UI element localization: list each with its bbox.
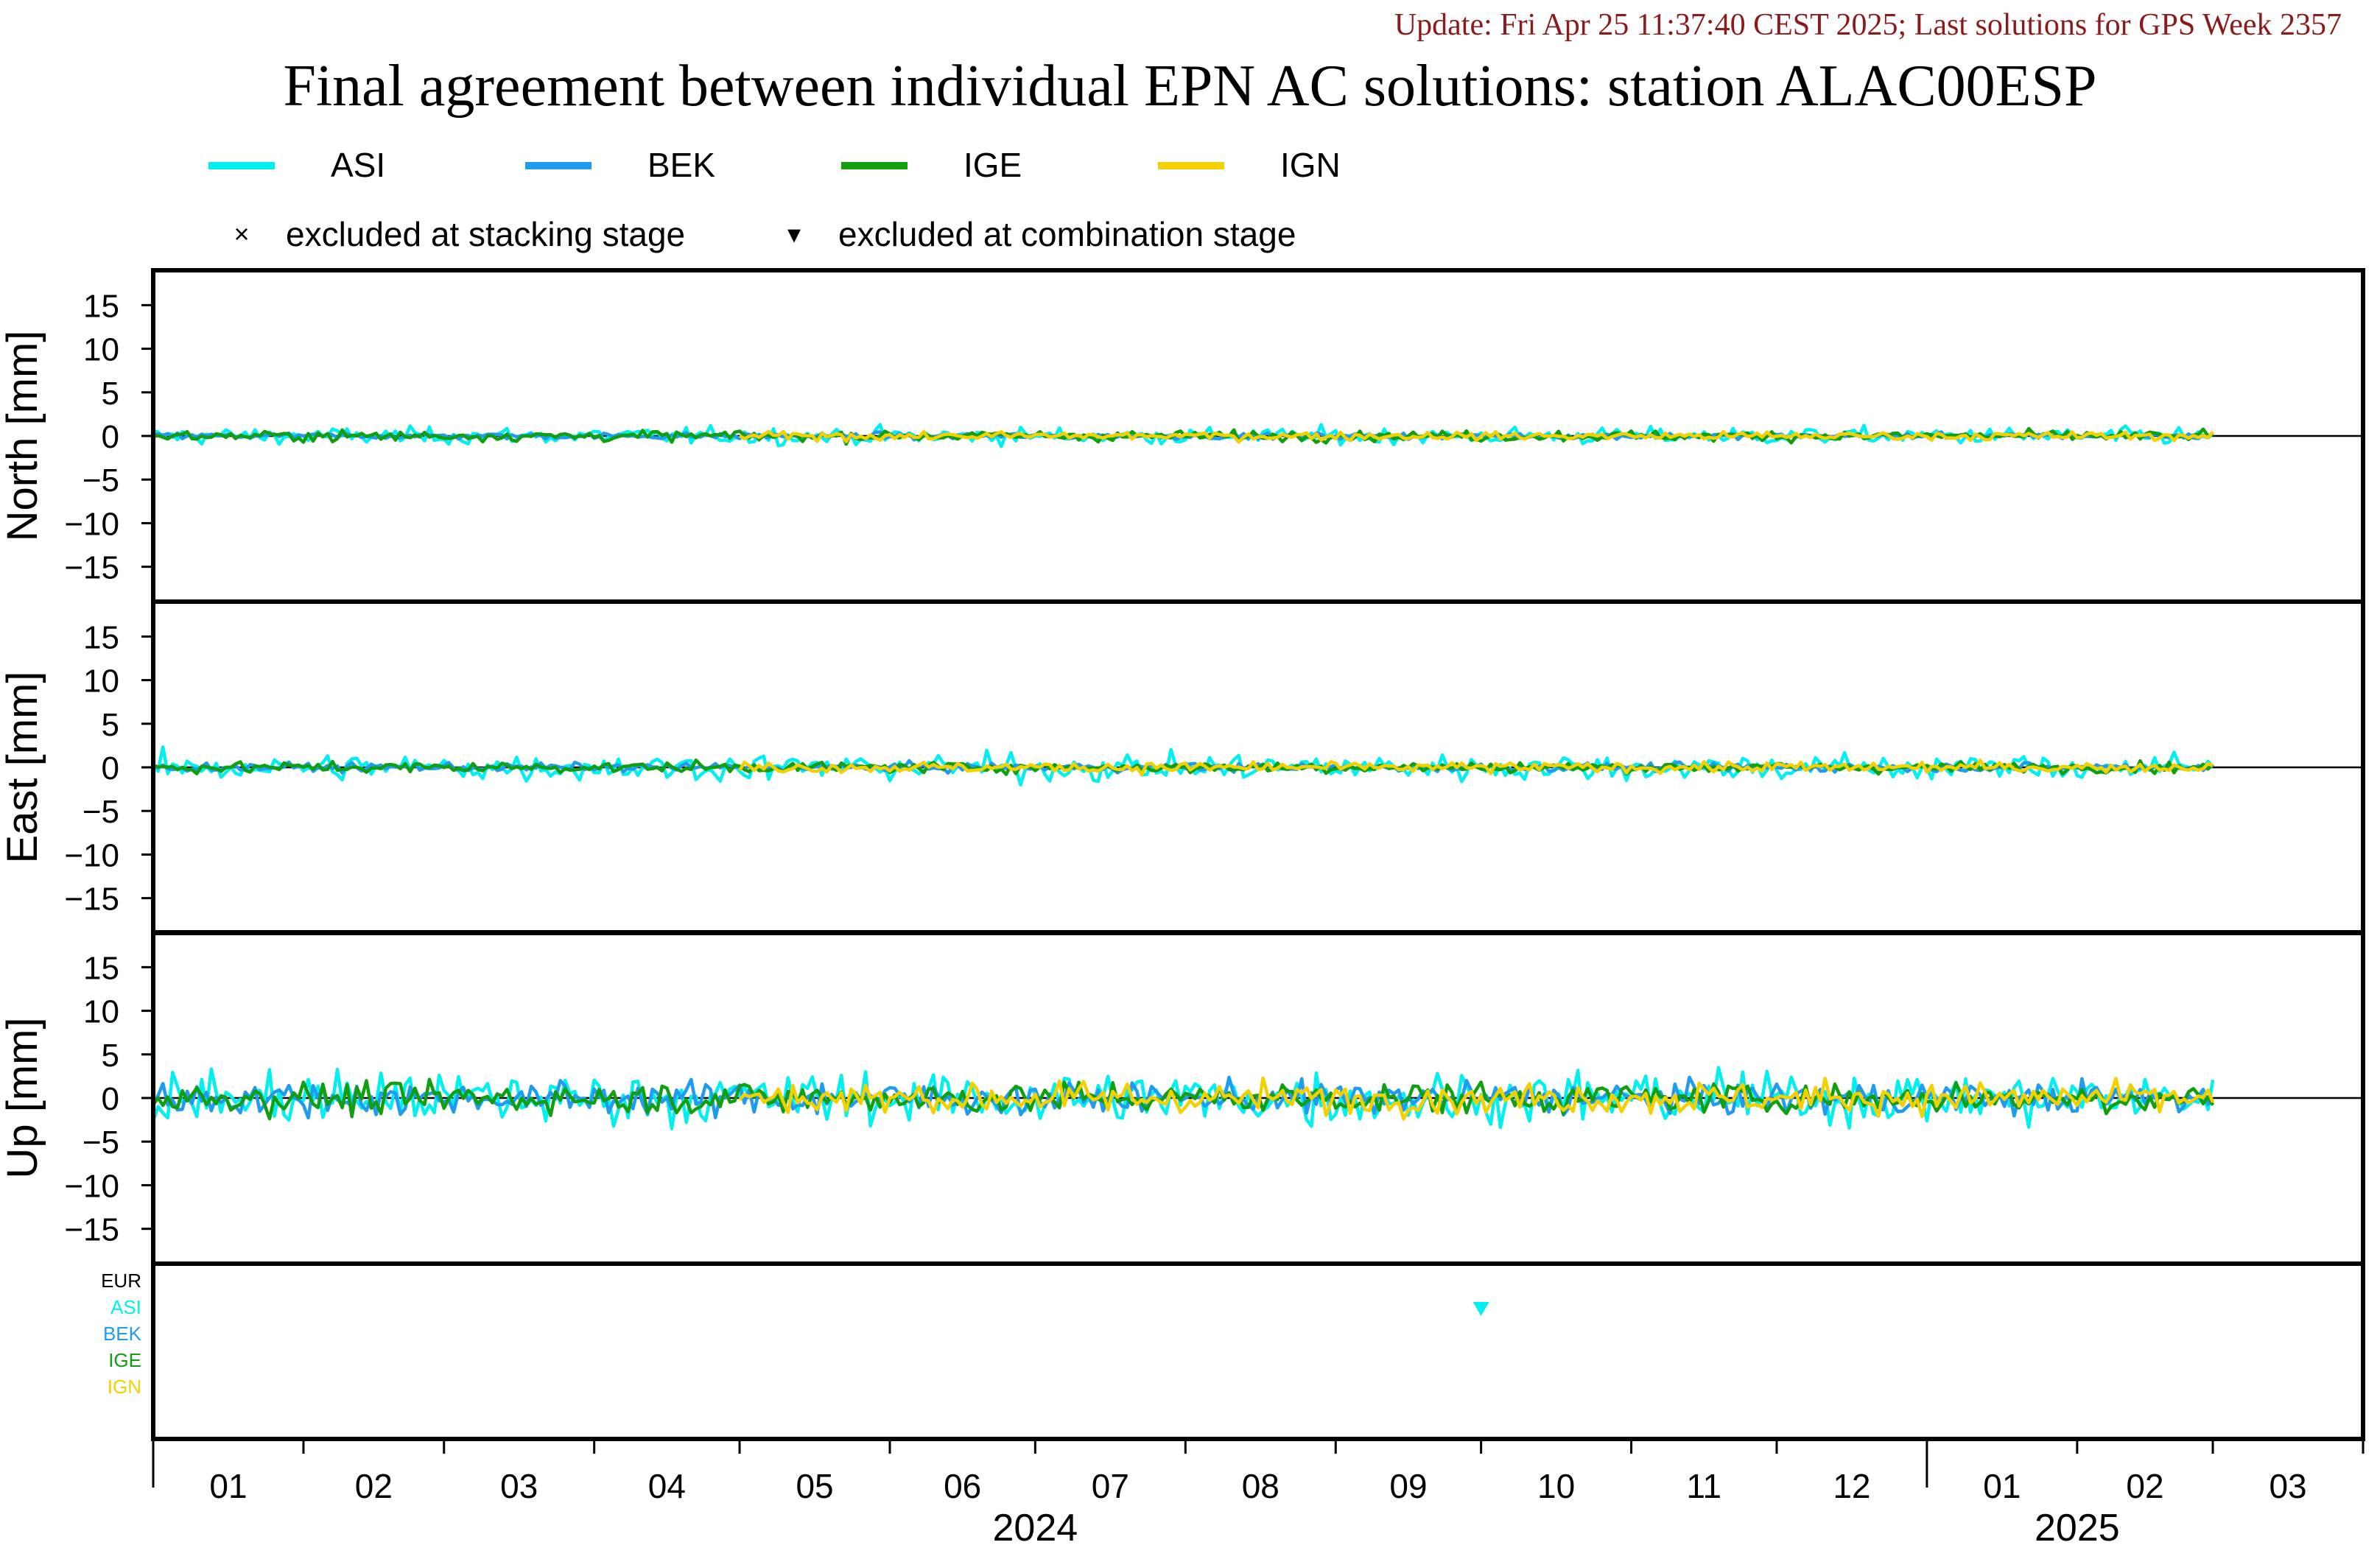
x-tick-label: 01: [209, 1467, 247, 1505]
legend-label-ign: IGN: [1280, 146, 1341, 184]
exclusion-frame: [151, 1261, 2365, 1441]
x-year-label: 2024: [993, 1507, 1078, 1545]
exclusion-marker-asi: [1472, 1302, 1489, 1316]
exclusion-row-label-eur: EUR: [101, 1270, 141, 1292]
x-tick-label: 02: [355, 1467, 393, 1505]
y-tick-label: 15: [83, 288, 119, 324]
exclusion-row-label-asi: ASI: [110, 1296, 141, 1318]
x-tick-label: 07: [1092, 1467, 1129, 1505]
chart-title: Final agreement between individual EPN A…: [283, 54, 2097, 119]
x-tick-label: 08: [1242, 1467, 1279, 1505]
series-line-bek: [153, 1075, 2214, 1120]
series-line-ign: [738, 1076, 2215, 1121]
x-axis: 0102030405060708091011120102030420242025: [152, 1437, 2365, 1545]
x-tick-label: 10: [1537, 1467, 1575, 1505]
y-tick-label: 5: [102, 1038, 119, 1074]
y-axis-label: Up [mm]: [0, 1017, 46, 1178]
series-line-ign: [738, 759, 2214, 777]
y-tick-label: 0: [102, 750, 119, 786]
x-tick-label: 02: [2126, 1467, 2163, 1505]
update-note: Update: Fri Apr 25 11:37:40 CEST 2025; L…: [1394, 8, 2342, 42]
y-tick-label: 5: [102, 376, 119, 412]
y-axis-label: East [mm]: [0, 671, 46, 863]
y-tick-label: −10: [64, 1168, 119, 1204]
y-tick-label: −5: [83, 794, 119, 830]
x-tick-label: 11: [1686, 1467, 1721, 1505]
series-line-ign: [738, 429, 2214, 444]
y-tick-label: 10: [83, 664, 119, 700]
legend-marker-symbol: ▾: [787, 219, 801, 249]
exclusion-row-label-ige: IGE: [108, 1349, 141, 1371]
x-year-label: 2025: [2035, 1507, 2120, 1545]
y-tick-label: −15: [64, 1212, 119, 1248]
legend: ASI BEK IGE IGN × excluded at stacking stage ▾…: [208, 146, 1341, 253]
x-tick-label: 04: [648, 1467, 686, 1505]
y-tick-label: 0: [102, 419, 119, 455]
x-tick-label: 03: [500, 1467, 538, 1505]
x-tick-label: 01: [1983, 1467, 2021, 1505]
panels: 15 10 5 0 −5 −10 −15 North [mm] 15 10 5 0 −5 −10 −15 Ea…: [0, 268, 2365, 1441]
x-tick-label: 12: [1833, 1467, 1870, 1505]
panel-east: 15 10 5 0 −5 −10 −15 East [mm]: [0, 599, 2365, 935]
exclusion-panel: EUR ASI BEK IGE IGN: [101, 1261, 2365, 1441]
y-tick-label: −10: [64, 506, 119, 542]
y-tick-label: −15: [64, 550, 119, 586]
legend-marker-symbol: ×: [234, 219, 249, 249]
y-axis-label: North [mm]: [0, 331, 46, 542]
y-tick-label: −15: [64, 881, 119, 918]
y-tick-label: 10: [83, 332, 119, 368]
y-tick-label: −5: [83, 1125, 119, 1161]
legend-marker-label: excluded at combination stage: [838, 215, 1296, 253]
series-line-ige: [153, 1077, 2215, 1121]
legend-label-bek: BEK: [647, 146, 715, 184]
legend-marker-label: excluded at stacking stage: [286, 215, 685, 253]
y-tick-label: 5: [102, 707, 119, 743]
exclusion-row-label-bek: BEK: [103, 1323, 142, 1345]
y-tick-label: −5: [83, 462, 119, 499]
x-tick-label: 05: [796, 1467, 833, 1505]
panel-north: 15 10 5 0 −5 −10 −15 North [mm]: [0, 268, 2365, 604]
exclusion-row-label-ign: IGN: [108, 1376, 141, 1398]
legend-label-ige: IGE: [963, 146, 1022, 184]
y-tick-label: 15: [83, 950, 119, 986]
y-tick-label: −10: [64, 837, 119, 873]
x-tick-label: 03: [2269, 1467, 2306, 1505]
legend-label-asi: ASI: [331, 146, 385, 184]
x-tick-label: 09: [1389, 1467, 1427, 1505]
y-tick-label: 10: [83, 994, 119, 1030]
panel-up: 15 10 5 0 −5 −10 −15 Up [mm]: [0, 930, 2365, 1266]
y-tick-label: 15: [83, 619, 119, 655]
y-tick-label: 0: [102, 1081, 119, 1117]
x-tick-label: 06: [944, 1467, 981, 1505]
